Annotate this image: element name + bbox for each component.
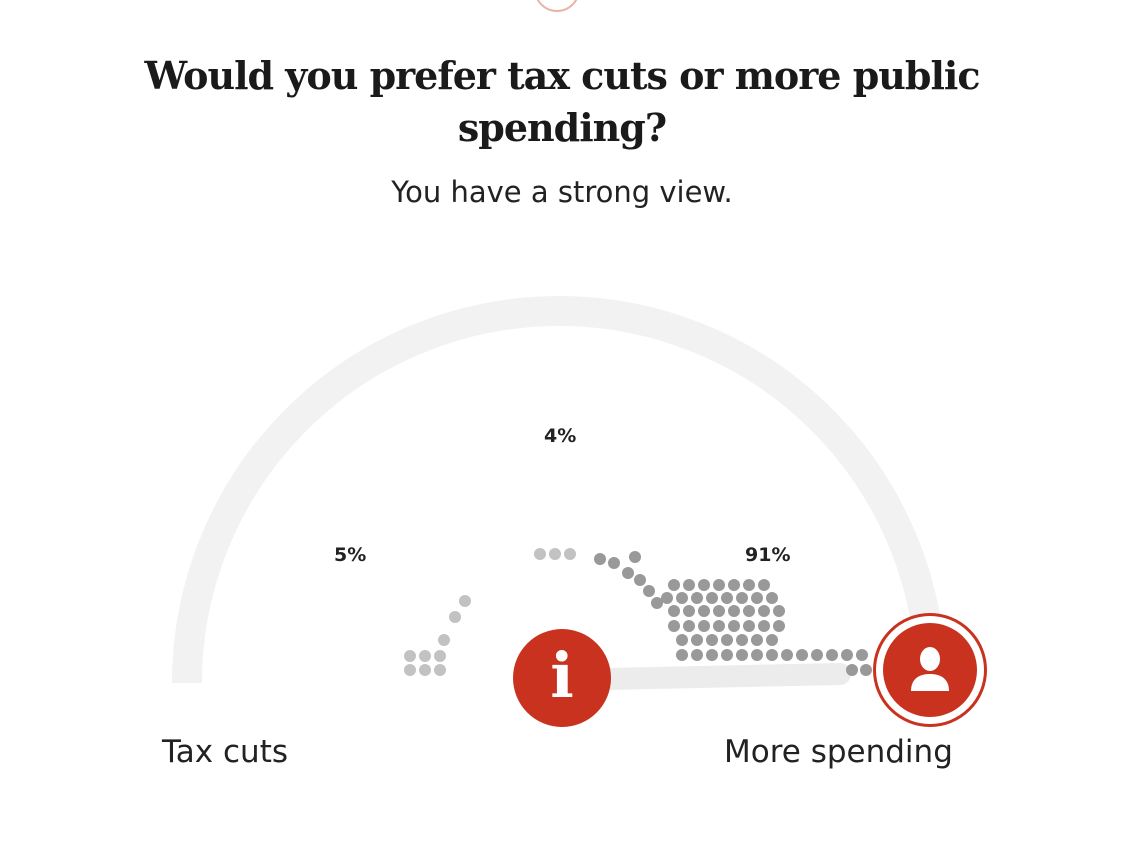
more-spending-dot [781, 649, 793, 661]
more-spending-dot [758, 605, 770, 617]
tax-cuts-dot [404, 664, 416, 676]
more-spending-dot [846, 664, 858, 676]
more-spending-dot [594, 553, 606, 565]
scale-right-label: More spending [724, 734, 953, 770]
more-spending-dot [841, 649, 853, 661]
more-spending-dot [728, 620, 740, 632]
more-spending-dot [608, 557, 620, 569]
neutral-dot [549, 548, 561, 560]
more-spending-dot [661, 592, 673, 604]
more-spending-dot [721, 592, 733, 604]
info-icon: i [550, 639, 574, 712]
more-spending-dot [811, 649, 823, 661]
question-subtitle: You have a strong view. [391, 175, 733, 209]
more-spending-dot [796, 649, 808, 661]
tax-cuts-dot [419, 650, 431, 662]
tax-cuts-dot [449, 611, 461, 623]
more-spending-percentage: 91% [745, 544, 791, 566]
tax-cuts-dot [419, 664, 431, 676]
more-spending-dot [668, 605, 680, 617]
more-spending-dot [713, 605, 725, 617]
more-spending-dot [691, 592, 703, 604]
neutral-dot [564, 548, 576, 560]
tax-cuts-dot [459, 595, 471, 607]
more-spending-dot [751, 592, 763, 604]
info-button[interactable]: i [513, 629, 611, 727]
more-spending-dot [676, 592, 688, 604]
more-spending-dot [728, 605, 740, 617]
more-spending-dot [773, 620, 785, 632]
neutral-percentage: 4% [544, 425, 577, 447]
neutral-dot [534, 548, 546, 560]
more-spending-dot [766, 592, 778, 604]
more-spending-dot [691, 649, 703, 661]
more-spending-dot [728, 579, 740, 591]
more-spending-dot [736, 649, 748, 661]
more-spending-dot [643, 585, 655, 597]
more-spending-dot [758, 620, 770, 632]
scale-left-label: Tax cuts [162, 734, 288, 770]
more-spending-dot [736, 634, 748, 646]
more-spending-dot [743, 579, 755, 591]
more-spending-dot [743, 605, 755, 617]
more-spending-dot [622, 567, 634, 579]
tax-cuts-dot [434, 664, 446, 676]
more-spending-dot [758, 579, 770, 591]
more-spending-dot [736, 592, 748, 604]
more-spending-dot [698, 605, 710, 617]
more-spending-dot [668, 579, 680, 591]
tax-cuts-dot [434, 650, 446, 662]
more-spending-dot [713, 620, 725, 632]
question-title: Would you prefer tax cuts or more public… [144, 53, 981, 150]
more-spending-dot [683, 579, 695, 591]
more-spending-dot [629, 551, 641, 563]
more-spending-dot [856, 649, 868, 661]
tax-cuts-percentage: 5% [334, 544, 367, 566]
more-spending-dot [766, 634, 778, 646]
more-spending-dot [706, 634, 718, 646]
your-answer-marker[interactable] [873, 613, 987, 727]
more-spending-dot [743, 620, 755, 632]
tax-cuts-dot [438, 634, 450, 646]
gauge-track [172, 296, 946, 684]
more-spending-dot [683, 605, 695, 617]
more-spending-dot [706, 592, 718, 604]
more-spending-dot [826, 649, 838, 661]
more-spending-dot [860, 664, 872, 676]
more-spending-dot [706, 649, 718, 661]
more-spending-dot [668, 620, 680, 632]
more-spending-dot [634, 574, 646, 586]
more-spending-dot [698, 579, 710, 591]
more-spending-dot [651, 597, 663, 609]
more-spending-dot [676, 634, 688, 646]
user-icon [911, 647, 949, 691]
more-spending-dot [713, 579, 725, 591]
more-spending-dot [683, 620, 695, 632]
response-dots [404, 548, 872, 676]
more-spending-dot [766, 649, 778, 661]
more-spending-dot [721, 634, 733, 646]
more-spending-dot [721, 649, 733, 661]
more-spending-dot [676, 649, 688, 661]
more-spending-dot [751, 649, 763, 661]
more-spending-dot [773, 605, 785, 617]
more-spending-dot [698, 620, 710, 632]
more-spending-dot [751, 634, 763, 646]
more-spending-dot [691, 634, 703, 646]
tax-cuts-dot [404, 650, 416, 662]
